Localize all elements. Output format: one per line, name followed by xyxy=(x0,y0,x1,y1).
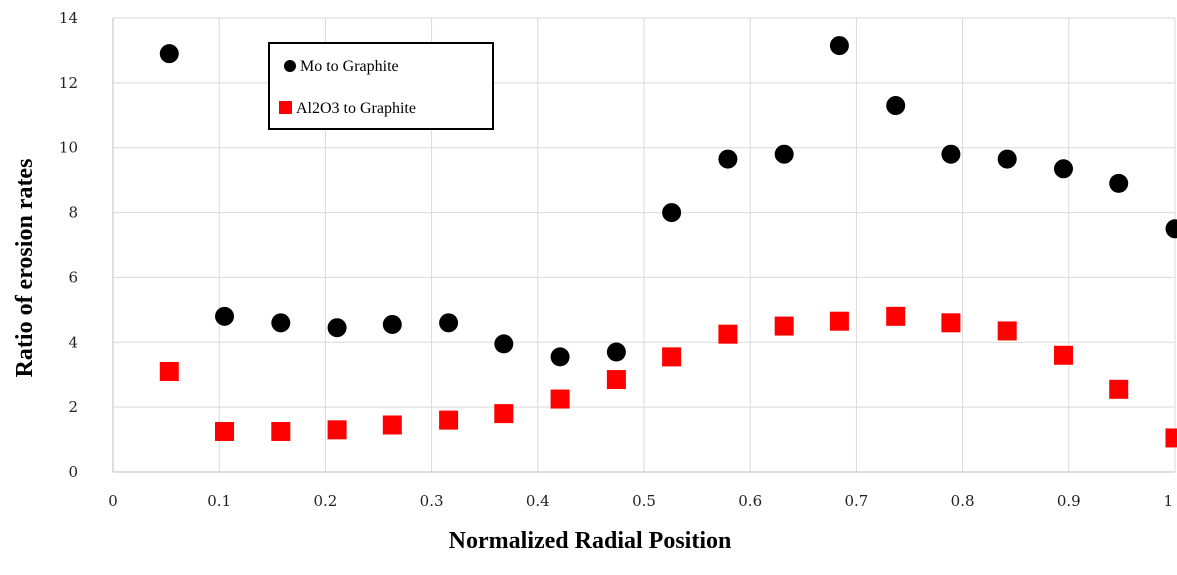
mo-point xyxy=(327,318,347,338)
al2o3-point xyxy=(606,370,626,390)
al2o3-point xyxy=(662,347,682,367)
x-tick-label: 0.4 xyxy=(526,492,550,510)
mo-point xyxy=(941,144,961,164)
al2o3-point xyxy=(1165,428,1177,448)
al2o3-point xyxy=(1109,379,1129,399)
mo-point xyxy=(271,313,291,333)
mo-point xyxy=(439,313,459,333)
mo-point xyxy=(382,314,402,334)
axes xyxy=(112,18,1175,473)
y-tick-label: 8 xyxy=(68,204,78,222)
y-tick-label: 12 xyxy=(59,74,78,92)
mo-point xyxy=(829,36,849,56)
al2o3-point xyxy=(829,311,849,331)
x-tick-label: 0.3 xyxy=(420,492,444,510)
mo-point xyxy=(662,203,682,223)
x-tick-label: 1 xyxy=(1163,492,1173,510)
mo-point xyxy=(997,149,1017,169)
legend: Mo to Graphite Al2O3 to Graphite xyxy=(268,42,494,130)
y-tick-label: 0 xyxy=(68,463,78,481)
al2o3-point xyxy=(215,421,235,441)
al2o3-point xyxy=(718,324,738,344)
x-axis-title: Normalized Radial Position xyxy=(449,528,732,554)
y-axis-title: Ratio of erosion rates xyxy=(12,159,38,378)
mo-point xyxy=(1165,219,1177,239)
al2o3-point xyxy=(1053,345,1073,365)
al2o3-point xyxy=(271,421,291,441)
al2o3-point xyxy=(774,316,794,336)
al2o3-point xyxy=(439,410,459,430)
al2o3-point xyxy=(550,389,570,409)
legend-label-al2o3: Al2O3 to Graphite xyxy=(296,100,416,117)
data-marks xyxy=(159,36,1177,448)
y-tick-label: 10 xyxy=(59,139,78,157)
al2o3-point xyxy=(997,321,1017,341)
x-tick-label: 0.2 xyxy=(313,492,337,510)
legend-marker-al2o3 xyxy=(279,101,292,114)
mo-point xyxy=(215,306,235,326)
al2o3-point xyxy=(941,313,961,333)
x-tick-label: 0.9 xyxy=(1057,492,1081,510)
y-tick-labels: 0 2 4 6 8 10 12 14 xyxy=(59,9,78,481)
mo-point xyxy=(1053,159,1073,179)
mo-point xyxy=(494,334,514,354)
y-tick-label: 4 xyxy=(68,333,78,351)
legend-marker-mo xyxy=(284,60,296,72)
al2o3-point xyxy=(886,306,906,326)
mo-point xyxy=(550,347,570,367)
legend-box xyxy=(268,42,494,130)
x-tick-labels: 0 0.1 0.2 0.3 0.4 0.5 0.6 0.7 0.8 0.9 1 xyxy=(108,492,1173,510)
mo-point xyxy=(159,44,179,64)
mo-point xyxy=(886,96,906,116)
x-tick-label: 0 xyxy=(108,492,118,510)
y-tick-label: 14 xyxy=(59,9,78,27)
al2o3-point xyxy=(382,415,402,435)
al2o3-point xyxy=(327,420,347,440)
mo-point xyxy=(718,149,738,169)
x-tick-label: 0.6 xyxy=(738,492,762,510)
mo-point xyxy=(606,342,626,362)
legend-label-mo: Mo to Graphite xyxy=(300,58,399,75)
x-tick-label: 0.5 xyxy=(632,492,656,510)
mo-point xyxy=(774,144,794,164)
x-tick-label: 0.7 xyxy=(844,492,868,510)
al2o3-point xyxy=(494,404,514,424)
al2o3-point xyxy=(159,361,179,381)
mo-point xyxy=(1109,173,1129,193)
y-tick-label: 2 xyxy=(68,398,78,416)
x-tick-label: 0.8 xyxy=(951,492,975,510)
x-tick-label: 0.1 xyxy=(207,492,231,510)
y-tick-label: 6 xyxy=(68,268,78,286)
